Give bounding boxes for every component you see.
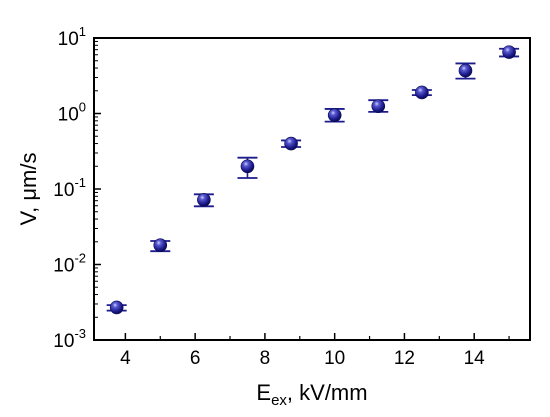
x-tick-label: 12 [394, 348, 415, 369]
x-tick-label: 8 [260, 348, 271, 369]
error-bars [106, 47, 520, 312]
y-tick-label-exponent: -2 [74, 251, 86, 266]
x-tick-label: 4 [120, 348, 131, 369]
data-point [371, 99, 386, 113]
x-tick-label: 6 [190, 348, 201, 369]
y-tick-label: 10-1 [53, 175, 86, 201]
data-point [153, 238, 168, 253]
x-axis-label-rest: , kV/mm [287, 380, 368, 405]
y-tick-label: 101 [58, 24, 86, 50]
plot-frame [93, 37, 531, 341]
y-tick-label: 100 [58, 100, 86, 126]
x-axis-label-sub: ex [271, 392, 287, 409]
y-tick-label-base: 10 [53, 180, 74, 201]
data-point [284, 136, 298, 151]
y-tick-label-exponent: 1 [79, 24, 86, 39]
data-point [458, 63, 473, 78]
data-point [197, 192, 211, 207]
x-axis-label: Eex, kV/mm [256, 380, 367, 409]
x-axis-label-main: E [256, 380, 271, 405]
axis-ticks [94, 37, 510, 341]
y-tick-label: 10-3 [53, 326, 86, 352]
x-tick-label: 14 [464, 348, 486, 369]
data-markers [109, 45, 516, 315]
x-tick-label: 10 [324, 348, 345, 369]
y-tick-label-exponent: -3 [74, 326, 86, 341]
data-point [415, 85, 429, 100]
y-tick-label-exponent: 0 [79, 100, 86, 115]
y-tick-label-base: 10 [58, 29, 79, 50]
data-point [240, 159, 255, 174]
y-tick-label-base: 10 [53, 256, 74, 277]
y-tick-label-exponent: -1 [74, 175, 86, 190]
data-point [502, 45, 516, 59]
data-point [109, 300, 124, 315]
y-tick-label: 10-2 [53, 251, 86, 277]
y-tick-label-base: 10 [53, 331, 74, 352]
y-tick-label-base: 10 [58, 105, 79, 126]
y-axis-label: V, μm/s [16, 153, 41, 226]
data-point [327, 108, 342, 122]
x-tick-labels: 4 6 8 10 12 14 [120, 348, 485, 369]
